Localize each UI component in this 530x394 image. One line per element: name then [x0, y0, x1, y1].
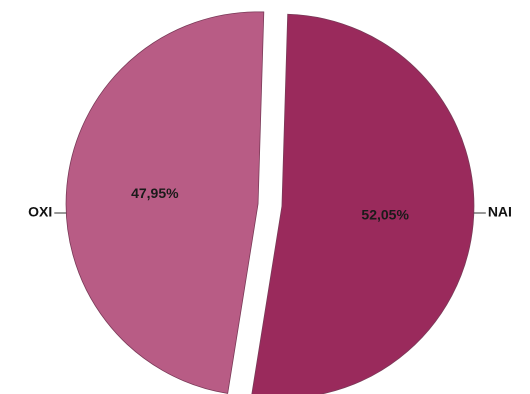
pie-slice-oxi	[65, 11, 265, 394]
slice-value-label-nai: 52,05%	[361, 207, 409, 223]
pie-slices	[65, 11, 475, 394]
category-label-oxi: OXI	[28, 204, 52, 220]
pie-labels: 52,05% NAI 47,95% OXI	[28, 185, 512, 223]
slice-value-label-oxi: 47,95%	[131, 185, 179, 201]
pie-slice-nai	[251, 13, 475, 394]
category-label-nai: NAI	[488, 204, 512, 220]
